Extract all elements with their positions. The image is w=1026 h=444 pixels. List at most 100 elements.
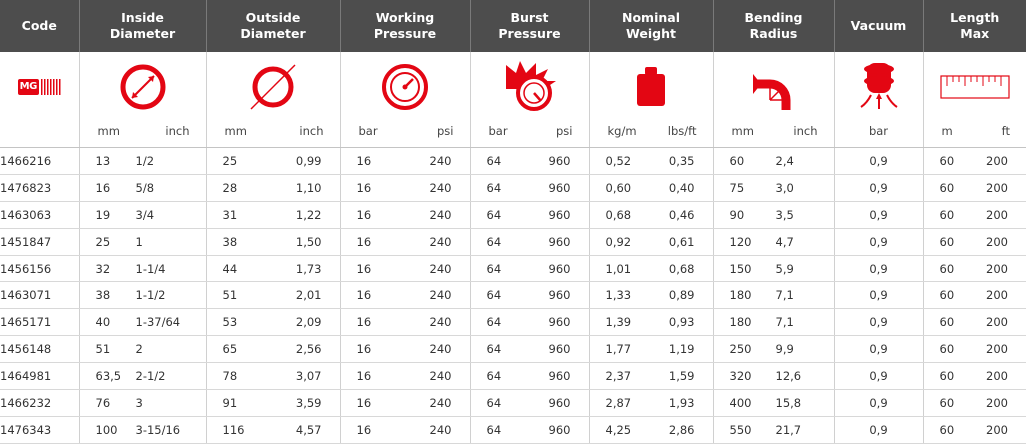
cell-value: 240 bbox=[429, 261, 452, 276]
bending-radius-icon bbox=[752, 74, 790, 110]
cell-value: 550 bbox=[729, 422, 752, 437]
cell-value: 64 bbox=[486, 288, 502, 303]
header-nominal-weight: Nominal Weight bbox=[588, 0, 713, 52]
cell-value: 200 bbox=[986, 369, 1008, 384]
cell-value: 16 bbox=[356, 261, 372, 276]
cell-value: 0,92 bbox=[605, 234, 632, 249]
cell-value: 960 bbox=[548, 395, 571, 410]
table-row: 1451847 25 1 38 1,50 16 240 64 960 0,92 0,61 120 4,7… bbox=[0, 228, 1026, 256]
logo-cell: MG bbox=[0, 52, 79, 122]
cell-value: 13 bbox=[95, 153, 111, 168]
cell-value: 0,9 bbox=[869, 261, 888, 276]
unit-label: mm bbox=[224, 124, 247, 138]
cell-value: 0,35 bbox=[668, 153, 695, 168]
cell-value: 1,22 bbox=[295, 207, 322, 222]
cell-value: 250 bbox=[729, 342, 752, 357]
cell-value: 0,9 bbox=[869, 315, 888, 330]
cell-value: 53 bbox=[222, 315, 238, 330]
cell-value: 3,0 bbox=[775, 180, 794, 195]
cell-value: 960 bbox=[548, 422, 571, 437]
cell-value: 1,33 bbox=[605, 288, 632, 303]
cell-value: 1451847 bbox=[0, 234, 52, 249]
cell-value: 200 bbox=[986, 180, 1008, 195]
brand-logo-text: MG bbox=[17, 79, 39, 95]
cell-value: 960 bbox=[548, 369, 571, 384]
cell-value: 960 bbox=[548, 288, 571, 303]
cell-value: 1-1/4 bbox=[135, 261, 166, 276]
cell-value: 63,5 bbox=[95, 369, 122, 384]
cell-value: 60 bbox=[939, 153, 955, 168]
cell-value: 60 bbox=[939, 315, 955, 330]
cell-value: 320 bbox=[729, 369, 752, 384]
cell-value: 60 bbox=[939, 180, 955, 195]
cell-value: 44 bbox=[222, 261, 238, 276]
cell-value: 2,01 bbox=[295, 288, 322, 303]
cell-value: 1,59 bbox=[668, 369, 695, 384]
cell-value: 0,9 bbox=[869, 395, 888, 410]
cell-value: 0,9 bbox=[869, 288, 888, 303]
cell-value: 1476343 bbox=[0, 422, 52, 437]
cell-value: 960 bbox=[548, 315, 571, 330]
cell-value: 32 bbox=[95, 261, 111, 276]
cell-value: 3 bbox=[135, 395, 143, 410]
unit-label: kg/m bbox=[607, 124, 637, 138]
unit-label: bar bbox=[868, 124, 889, 138]
cell-value: 200 bbox=[986, 234, 1008, 249]
cell-value: 2,4 bbox=[775, 153, 794, 168]
cell-value: 1,39 bbox=[605, 315, 632, 330]
cell-value: 15,8 bbox=[775, 395, 802, 410]
cell-value: 1-1/2 bbox=[135, 288, 166, 303]
cell-value: 0,9 bbox=[869, 207, 888, 222]
cell-value: 150 bbox=[729, 261, 752, 276]
cell-value: 240 bbox=[429, 369, 452, 384]
cell-value: 60 bbox=[939, 422, 955, 437]
cell-value: 1476823 bbox=[0, 180, 52, 195]
cell-value: 1,19 bbox=[668, 342, 695, 357]
cell-value: 0,9 bbox=[869, 369, 888, 384]
unit-label: bar bbox=[488, 124, 508, 138]
cell-value: 1463071 bbox=[0, 288, 52, 303]
table-row: 1466232 76 3 91 3,59 16 240 64 960 2,87 1,93 400 15,… bbox=[0, 389, 1026, 417]
cell-value: 1463063 bbox=[0, 207, 52, 222]
cell-value: 1466232 bbox=[0, 395, 52, 410]
cell-value: 240 bbox=[429, 315, 452, 330]
cell-value: 1-37/64 bbox=[135, 315, 181, 330]
cell-value: 240 bbox=[429, 207, 452, 222]
cell-value: 960 bbox=[548, 153, 571, 168]
cell-value: 1456156 bbox=[0, 261, 52, 276]
cell-value: 1,73 bbox=[295, 261, 322, 276]
cell-value: 0,9 bbox=[869, 180, 888, 195]
cell-value: 90 bbox=[729, 207, 745, 222]
cell-value: 0,89 bbox=[668, 288, 695, 303]
cell-value: 28 bbox=[222, 180, 238, 195]
cell-value: 100 bbox=[95, 422, 118, 437]
table-row: 1456156 32 1-1/4 44 1,73 16 240 64 960 1,01 0,68 15… bbox=[0, 255, 1026, 283]
cell-value: 2,86 bbox=[668, 422, 695, 437]
cell-value: 200 bbox=[986, 342, 1008, 357]
cell-value: 64 bbox=[486, 422, 502, 437]
cell-value: 64 bbox=[486, 395, 502, 410]
cell-value: 64 bbox=[486, 315, 502, 330]
pressure-gauge-icon bbox=[382, 64, 428, 110]
header-inside-diameter: Inside Diameter bbox=[78, 0, 206, 52]
table-row: 1476823 16 5/8 28 1,10 16 240 64 960 0,60 0,40 75 3,… bbox=[0, 174, 1026, 202]
cell-value: 60 bbox=[939, 395, 955, 410]
header-length-max: Length Max bbox=[922, 0, 1026, 52]
header-vacuum: Vacuum bbox=[833, 0, 923, 52]
cell-value: 60 bbox=[939, 234, 955, 249]
cell-value: 180 bbox=[729, 315, 752, 330]
cell-value: 2,56 bbox=[295, 342, 322, 357]
unit-label: psi bbox=[556, 124, 573, 138]
table-row: 1463071 38 1-1/2 51 2,01 16 240 64 960 1,33 0,89 18… bbox=[0, 281, 1026, 310]
header-outside-diameter: Outside Diameter bbox=[205, 0, 340, 52]
vacuum-icon bbox=[859, 63, 898, 109]
cell-value: 16 bbox=[356, 369, 372, 384]
cell-value: 0,68 bbox=[668, 261, 695, 276]
cell-value: 200 bbox=[986, 288, 1008, 303]
cell-value: 120 bbox=[729, 234, 752, 249]
cell-value: 200 bbox=[986, 422, 1008, 437]
cell-value: 960 bbox=[548, 342, 571, 357]
cell-value: 0,9 bbox=[869, 422, 888, 437]
cell-value: 1466216 bbox=[0, 153, 52, 168]
cell-value: 960 bbox=[548, 180, 571, 195]
